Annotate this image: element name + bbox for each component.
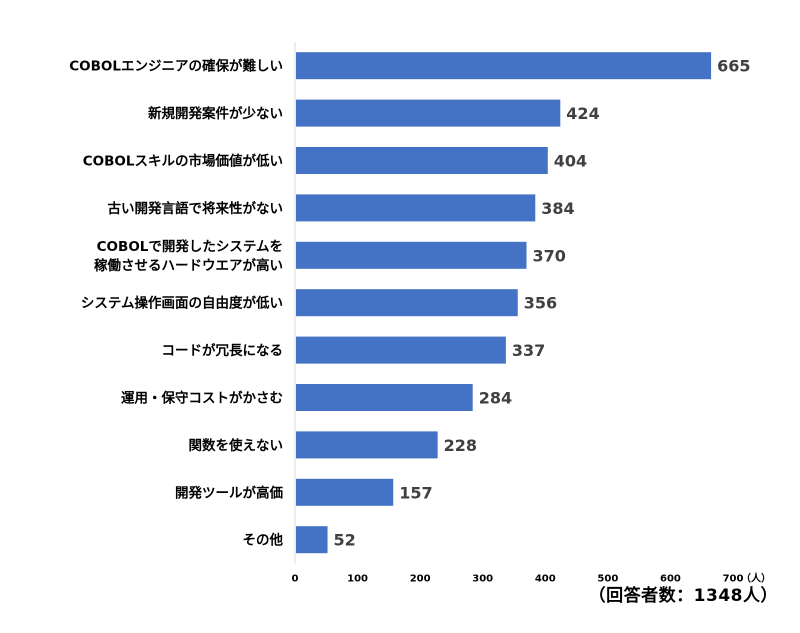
x-tick-label: 300	[472, 573, 493, 584]
category-label: 新規開発案件が少ない	[148, 105, 283, 122]
category-label: 古い開発言語で将来性がない	[108, 200, 284, 217]
x-tick-label: 0	[292, 573, 299, 584]
bar	[296, 384, 473, 411]
bar-value-label: 157	[399, 483, 432, 502]
bars-group	[296, 52, 711, 553]
category-label: 関数を使えない	[189, 437, 284, 454]
bar-value-label: 52	[334, 531, 356, 550]
bar-value-label: 665	[717, 57, 750, 76]
category-label: システム操作画面の自由度が低い	[81, 295, 283, 312]
bar	[296, 431, 438, 458]
bar-value-label: 284	[479, 389, 512, 408]
bar	[296, 479, 393, 506]
bar-value-label: 337	[512, 341, 545, 360]
bar-value-label: 384	[541, 199, 574, 218]
category-label: コードが冗長になる	[162, 342, 284, 359]
bar	[296, 52, 711, 79]
bar-value-label: 228	[444, 436, 477, 455]
bar-value-label: 424	[566, 104, 599, 123]
bar	[296, 242, 527, 269]
bar	[296, 337, 506, 364]
category-label: COBOLエンジニアの確保が難しい	[69, 58, 283, 75]
category-label: 運用・保守コストがかさむ	[121, 390, 283, 407]
category-label: COBOLで開発したシステムを	[97, 238, 283, 255]
bar	[296, 100, 560, 127]
bar	[296, 526, 328, 553]
category-label: 稼働させるハードウエアが高い	[94, 257, 283, 274]
x-tick-label: 400	[535, 573, 556, 584]
respondent-count-note: （回答者数：1348人）	[589, 581, 778, 606]
bar	[296, 194, 535, 221]
x-tick-label: 100	[347, 573, 368, 584]
category-label: COBOLスキルの市場価値が低い	[83, 153, 283, 170]
category-label: 開発ツールが高価	[175, 484, 283, 501]
bar-value-label: 370	[533, 246, 566, 265]
category-label: その他	[243, 532, 284, 549]
x-tick-label: 200	[410, 573, 431, 584]
bar	[296, 289, 518, 316]
bar	[296, 147, 548, 174]
bar-value-label: 404	[554, 152, 587, 171]
bar-value-label: 356	[524, 294, 557, 313]
